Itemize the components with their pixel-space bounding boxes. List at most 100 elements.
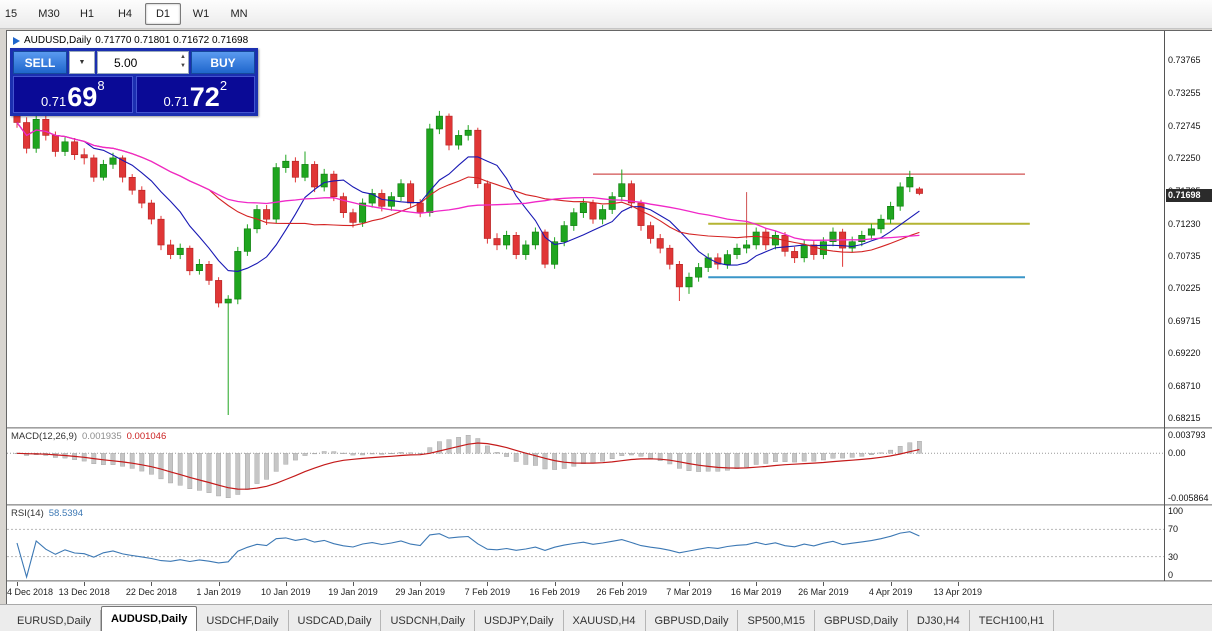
rsi-plot[interactable] xyxy=(7,506,1164,580)
lot-size-input[interactable]: 5.00 ▲ ▼ xyxy=(97,51,189,74)
candlestick-plot[interactable] xyxy=(7,31,1164,426)
time-axis-label: 22 Dec 2018 xyxy=(125,587,177,597)
chart-tab-eurusd-daily[interactable]: EURUSD,Daily xyxy=(8,610,101,631)
chevron-down-icon: ▼ xyxy=(78,59,86,66)
price-axis-label: 0.72250 xyxy=(1168,152,1201,163)
time-axis-tick xyxy=(353,582,354,586)
chart-tab-usdchf-daily[interactable]: USDCHF,Daily xyxy=(197,610,289,631)
buy-button[interactable]: BUY xyxy=(191,51,255,74)
buy-price-display[interactable]: 0.71 72 2 xyxy=(135,76,255,113)
chart-tab-tech100-h1[interactable]: TECH100,H1 xyxy=(970,610,1055,631)
chart-tab-xauusd-h4[interactable]: XAUUSD,H4 xyxy=(564,610,646,631)
price-axis-label: 0.68710 xyxy=(1168,381,1201,391)
chart-tab-audusd-daily[interactable]: AUDUSD,Daily xyxy=(100,606,198,631)
buy-price-sup: 2 xyxy=(219,78,228,93)
time-axis-label: 7 Feb 2019 xyxy=(464,587,511,597)
chart-tab-gbpusd-daily[interactable]: GBPUSD,Daily xyxy=(646,610,739,631)
time-axis-label: 29 Jan 2019 xyxy=(395,587,445,597)
macd-axis-label: 0.003793 xyxy=(1168,430,1206,440)
price-axis-label: 0.70735 xyxy=(1168,250,1201,261)
price-axis-label: 0.69715 xyxy=(1168,316,1201,327)
time-axis-label: 16 Mar 2019 xyxy=(730,587,782,597)
chart-tab-usdjpy-daily[interactable]: USDJPY,Daily xyxy=(475,610,564,631)
panel-separator[interactable] xyxy=(7,427,1212,429)
macd-panel: MACD(12,26,9) 0.001935 0.001046 xyxy=(7,429,1164,504)
chart-window: AUDUSD,Daily 0.71770 0.71801 0.71672 0.7… xyxy=(6,30,1212,604)
time-axis-tick xyxy=(487,582,489,586)
sell-price-display[interactable]: 0.71 69 8 xyxy=(13,76,133,113)
chart-symbol-label: AUDUSD,Daily xyxy=(24,35,92,46)
chart-ohlc-values: 0.71770 0.71801 0.71672 0.71698 xyxy=(95,35,249,46)
time-axis-tick xyxy=(17,582,18,586)
timeframe-button-M30[interactable]: M30 xyxy=(38,8,60,20)
time-axis-label: 10 Jan 2019 xyxy=(261,587,311,597)
price-axis-label: 0.68215 xyxy=(1168,412,1201,423)
buy-price-prefix: 0.71 xyxy=(163,94,189,109)
sell-price-big: 69 xyxy=(67,82,98,112)
lot-spinner[interactable]: ▲ ▼ xyxy=(180,53,186,71)
panel-separator[interactable] xyxy=(7,504,1212,506)
lot-size-value: 5.00 xyxy=(114,55,138,70)
time-axis-tick xyxy=(756,582,758,586)
sell-price-sup: 8 xyxy=(97,78,105,93)
one-click-trading-panel: SELL ▼ 5.00 ▲ ▼ BUY 0.71 69 8 0.71 72 2 xyxy=(10,48,258,116)
rsi-value: 58.5394 xyxy=(48,508,84,519)
time-axis-tick xyxy=(84,582,86,586)
time-axis-tick xyxy=(151,582,153,586)
chart-tab-bar: EURUSD,Daily AUDUSD,Daily USDCHF,Daily USDC… xyxy=(0,604,1212,631)
rsi-label: RSI(14) 58.5394 xyxy=(11,508,83,519)
chart-tab-gbpusd-daily[interactable]: GBPUSD,Daily xyxy=(815,610,908,631)
current-price-badge: 0.71698 xyxy=(1166,188,1212,202)
rsi-axis: 100 70 30 0 xyxy=(1166,506,1212,580)
time-axis-tick xyxy=(957,582,959,586)
chart-tab-dj30-h4[interactable]: DJ30,H4 xyxy=(908,610,970,631)
time-axis-label: 26 Feb 2019 xyxy=(596,587,648,597)
timeframe-button-15[interactable]: 15 xyxy=(4,8,18,20)
timeframe-button-MN[interactable]: MN xyxy=(230,8,248,20)
time-axis[interactable]: 4 Dec 2018 13 Dec 2018 22 Dec 2018 1 Jan 20… xyxy=(7,582,1212,604)
price-axis-label: 0.73255 xyxy=(1168,88,1201,99)
rsi-name: RSI(14) xyxy=(11,508,44,519)
rsi-axis-label: 70 xyxy=(1168,524,1179,535)
sell-price-prefix: 0.71 xyxy=(40,94,67,109)
price-axis[interactable]: 0.71698 0.73765 0.73255 0.72745 0.72250 0.71… xyxy=(1166,31,1212,426)
rsi-panel: RSI(14) 58.5394 xyxy=(7,506,1164,580)
time-axis-tick xyxy=(689,582,690,586)
price-axis-label: 0.71230 xyxy=(1168,218,1201,229)
price-axis-label: 0.72745 xyxy=(1168,121,1201,131)
time-axis-label: 13 Apr 2019 xyxy=(933,587,983,597)
timeframe-button-D1[interactable]: D1 xyxy=(145,3,181,25)
time-axis-label: 19 Jan 2019 xyxy=(328,587,378,597)
timeframe-button-H4[interactable]: H4 xyxy=(117,8,133,20)
chart-tab-usdcad-daily[interactable]: USDCAD,Daily xyxy=(289,610,382,631)
timeframe-toolbar: 15 M30 H1 H4 D1 W1 MN xyxy=(0,0,1212,29)
time-axis-label: 16 Feb 2019 xyxy=(529,587,580,597)
timeframe-button-W1[interactable]: W1 xyxy=(192,8,210,20)
time-axis-tick xyxy=(621,582,623,586)
price-axis-label: 0.69220 xyxy=(1168,348,1201,359)
buy-price-big: 72 xyxy=(189,82,220,112)
time-axis-tick xyxy=(823,582,825,586)
lot-dropdown[interactable]: ▼ xyxy=(69,51,95,74)
price-axis-label: 0.70225 xyxy=(1168,283,1201,294)
chart-title: AUDUSD,Daily 0.71770 0.71801 0.71672 0.7… xyxy=(13,35,248,46)
macd-name: MACD(12,26,9) xyxy=(11,431,77,442)
time-axis-tick xyxy=(285,582,287,586)
spinner-up-icon[interactable]: ▲ xyxy=(180,54,186,60)
time-axis-label: 26 Mar 2019 xyxy=(798,587,849,597)
timeframe-button-H1[interactable]: H1 xyxy=(79,8,95,20)
spinner-down-icon[interactable]: ▼ xyxy=(180,63,186,69)
time-axis-label: 13 Dec 2018 xyxy=(58,587,110,597)
chart-tab-usdcnh-daily[interactable]: USDCNH,Daily xyxy=(381,610,476,631)
price-chart[interactable] xyxy=(7,31,1164,426)
macd-plot[interactable] xyxy=(7,429,1164,504)
axis-divider xyxy=(1164,31,1165,581)
time-axis-tick xyxy=(218,582,220,586)
time-axis-label: 4 Dec 2018 xyxy=(7,587,54,597)
time-axis-tick xyxy=(554,582,556,586)
time-axis-tick xyxy=(890,582,892,586)
sell-button[interactable]: SELL xyxy=(13,51,67,74)
macd-axis: 0.003793 0.00 -0.005864 xyxy=(1166,429,1212,504)
chart-tab-sp500-m15[interactable]: SP500,M15 xyxy=(738,610,815,631)
